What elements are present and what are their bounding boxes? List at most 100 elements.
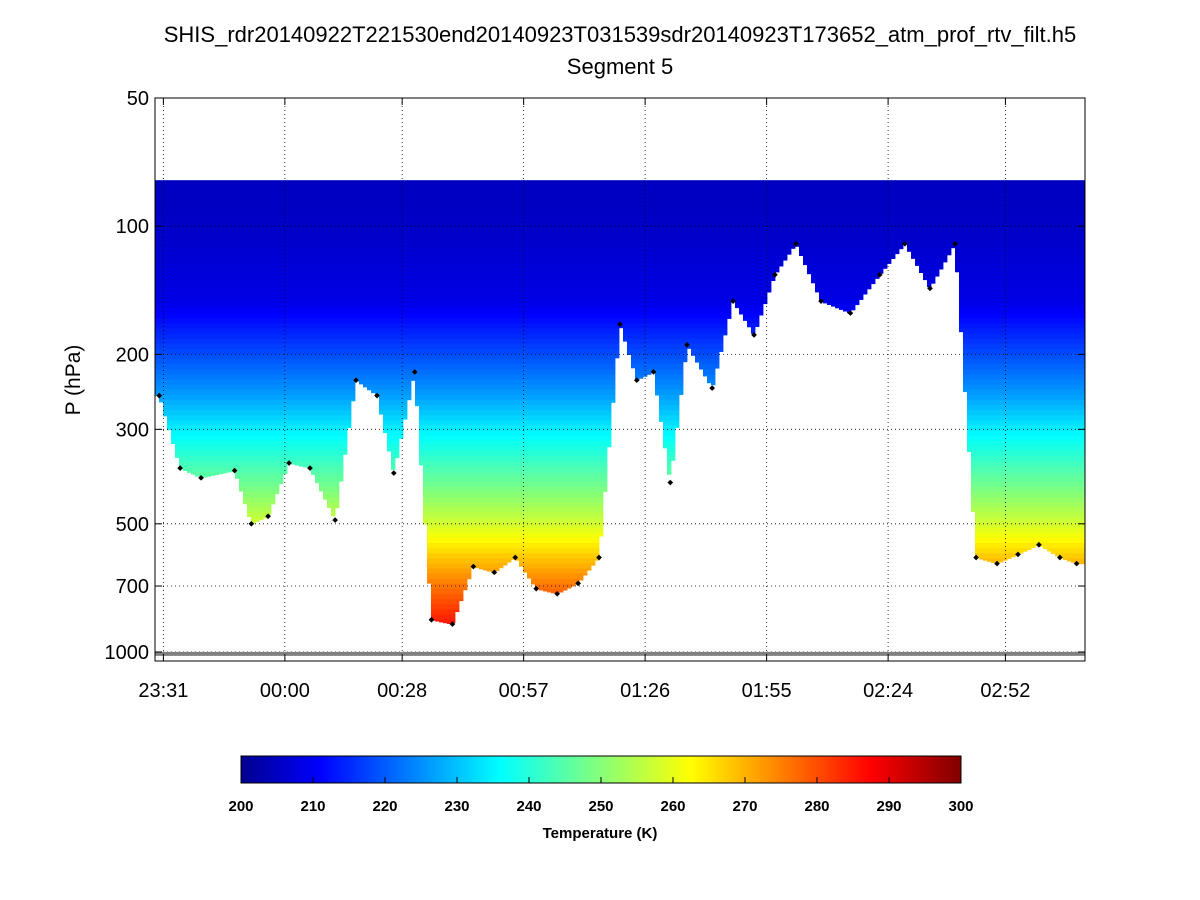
heatmap-cell (187, 241, 192, 248)
heatmap-cell (243, 282, 248, 289)
heatmap-cell (483, 205, 488, 212)
heatmap-cell (459, 277, 464, 283)
heatmap-cell (395, 445, 400, 452)
heatmap-cell (183, 251, 188, 258)
heatmap-cell (451, 308, 456, 314)
heatmap-cell (207, 313, 212, 319)
heatmap-cell (263, 190, 268, 197)
heatmap-cell (475, 287, 480, 294)
heatmap-cell (275, 277, 280, 283)
heatmap-cell (155, 338, 160, 345)
heatmap-cell (319, 200, 324, 207)
heatmap-cell (363, 348, 368, 355)
heatmap-cell (235, 374, 240, 381)
heatmap-cell (483, 456, 488, 462)
heatmap-cell (375, 200, 380, 207)
heatmap-cell (435, 216, 440, 222)
heatmap-cell (187, 292, 192, 299)
heatmap-cell (271, 415, 276, 421)
heatmap-cell (239, 374, 244, 381)
heatmap-cell (451, 272, 456, 278)
heatmap-cell (431, 226, 436, 232)
heatmap-cell (231, 231, 236, 237)
heatmap-cell (447, 430, 452, 437)
heatmap-cell (335, 287, 340, 294)
heatmap-cell (331, 338, 336, 345)
heatmap-cell (171, 338, 176, 345)
heatmap-cell (447, 476, 452, 483)
heatmap-cell (431, 466, 436, 473)
heatmap-cell (407, 282, 412, 289)
heatmap-cell (271, 420, 276, 427)
heatmap-cell (251, 507, 256, 513)
heatmap-cell (247, 405, 252, 411)
heatmap-cell (467, 190, 472, 197)
heatmap-cell (475, 466, 480, 473)
heatmap-cell (303, 277, 308, 283)
heatmap-cell (359, 338, 364, 345)
heatmap-cell (219, 364, 224, 370)
heatmap-cell (267, 364, 272, 370)
heatmap-cell (471, 190, 476, 197)
heatmap-cell (455, 507, 460, 513)
heatmap-cell (359, 200, 364, 207)
heatmap-cell (463, 563, 468, 570)
heatmap-cell (195, 282, 200, 289)
heatmap-cell (159, 277, 164, 283)
heatmap-cell (447, 502, 452, 508)
heatmap-cell (475, 415, 480, 421)
heatmap-cell (211, 210, 216, 217)
heatmap-cell (311, 466, 316, 473)
heatmap-cell (323, 384, 328, 391)
heatmap-cell (483, 297, 488, 304)
heatmap-cell (323, 466, 328, 473)
heatmap-cell (259, 236, 264, 243)
heatmap-cell (439, 333, 444, 340)
heatmap-cell (259, 221, 264, 227)
heatmap-cell (339, 420, 344, 427)
heatmap-cell (251, 389, 256, 396)
heatmap-cell (255, 425, 260, 432)
heatmap-cell (295, 277, 300, 283)
heatmap-cell (295, 461, 300, 466)
heatmap-cell (191, 195, 196, 202)
heatmap-cell (443, 348, 448, 355)
heatmap-cell (423, 369, 428, 375)
heatmap-cell (287, 267, 292, 273)
heatmap-cell (199, 185, 204, 191)
heatmap-cell (275, 354, 280, 360)
heatmap-cell (379, 328, 384, 335)
heatmap-cell (371, 262, 376, 268)
heatmap-cell (175, 354, 180, 360)
heatmap-cell (239, 256, 244, 263)
heatmap-cell (171, 440, 176, 444)
heatmap-cell (251, 308, 256, 314)
heatmap-cell (443, 236, 448, 243)
heatmap-cell (287, 318, 292, 324)
heatmap-cell (407, 236, 412, 243)
heatmap-cell (371, 272, 376, 278)
heatmap-cell (223, 251, 228, 258)
heatmap-cell (159, 313, 164, 319)
heatmap-cell (451, 190, 456, 197)
heatmap-cell (311, 313, 316, 319)
heatmap-cell (371, 328, 376, 335)
heatmap-cell (203, 308, 208, 314)
heatmap-cell (199, 389, 204, 396)
heatmap-cell (483, 333, 488, 340)
heatmap-cell (387, 226, 392, 232)
heatmap-cell (411, 328, 416, 335)
heatmap-cell (371, 338, 376, 345)
heatmap-cell (275, 440, 280, 447)
heatmap-cell (391, 354, 396, 360)
heatmap-cell (315, 338, 320, 345)
heatmap-cell (167, 338, 172, 345)
heatmap-cell (363, 185, 368, 191)
heatmap-cell (283, 180, 288, 186)
heatmap-cell (471, 364, 476, 370)
heatmap-cell (455, 333, 460, 340)
heatmap-cell (331, 410, 336, 416)
heatmap-cell (451, 456, 456, 462)
heatmap-cell (347, 267, 352, 273)
heatmap-cell (347, 216, 352, 222)
